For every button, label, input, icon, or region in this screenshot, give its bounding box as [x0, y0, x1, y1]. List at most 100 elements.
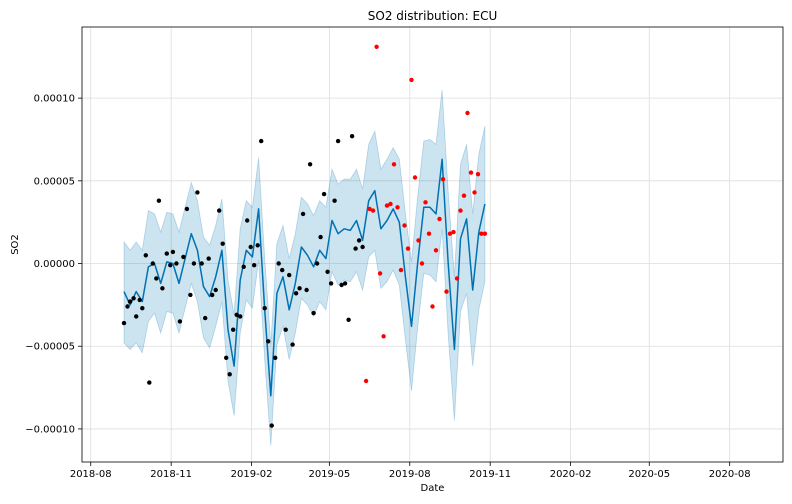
observed-point: [290, 342, 295, 347]
x-tick-label: 2018-08: [70, 469, 112, 480]
data-points: [121, 44, 488, 428]
observed-point: [168, 263, 173, 268]
forecast-line: [123, 158, 486, 397]
test-point: [451, 229, 456, 235]
observed-point: [184, 206, 190, 212]
test-point: [398, 267, 404, 273]
observed-point: [287, 272, 292, 278]
test-point: [370, 208, 376, 213]
observed-point: [262, 306, 267, 311]
y-tick-label: −0.00005: [25, 342, 75, 353]
test-point: [374, 44, 379, 49]
test-point: [395, 205, 400, 210]
observed-point: [174, 261, 179, 266]
test-point: [454, 276, 460, 281]
test-point: [472, 190, 477, 195]
x-tick-label: 2019-08: [389, 469, 431, 480]
observed-point: [164, 251, 169, 256]
test-point: [419, 261, 425, 266]
observed-point: [137, 297, 142, 303]
observed-point: [328, 281, 334, 286]
observed-point: [131, 296, 136, 301]
test-point: [447, 231, 453, 236]
observed-point: [276, 261, 281, 266]
test-point: [405, 246, 411, 251]
x-tick-label: 2019-05: [308, 469, 350, 480]
x-axis-title: Date: [421, 483, 445, 494]
observed-point: [188, 292, 193, 298]
test-point: [433, 248, 439, 253]
observed-point: [206, 256, 211, 261]
observed-point: [234, 312, 239, 317]
observed-point: [255, 243, 260, 248]
test-point: [402, 223, 407, 228]
observed-point: [125, 304, 130, 309]
x-tick-label: 2019-11: [469, 469, 511, 480]
observed-point: [339, 282, 344, 288]
observed-point: [321, 191, 327, 197]
observed-point: [273, 355, 278, 360]
observed-point: [307, 162, 313, 167]
x-tick-label: 2019-02: [231, 469, 273, 480]
uncertainty-band: [123, 89, 486, 446]
observed-point: [241, 264, 246, 269]
observed-point: [248, 244, 253, 250]
test-point: [381, 334, 386, 339]
test-point: [388, 201, 393, 207]
x-tick-label: 2018-11: [150, 469, 192, 480]
plot-frame: [81, 26, 784, 463]
observed-point: [314, 261, 320, 266]
test-point: [367, 206, 372, 212]
observed-point: [227, 372, 232, 377]
observed-point: [203, 315, 208, 321]
test-point: [426, 231, 432, 236]
test-point: [482, 231, 488, 236]
y-tick-label: 0.00005: [34, 176, 75, 187]
observed-point: [210, 292, 215, 298]
x-tick-label: 2020-08: [709, 469, 751, 480]
test-point: [409, 77, 414, 83]
observed-point: [143, 253, 148, 258]
y-tick-label: 0.00000: [34, 259, 75, 270]
y-axis-title: SO2: [10, 234, 21, 255]
grid: [82, 27, 783, 462]
observed-point: [360, 244, 365, 250]
observed-point: [191, 261, 197, 266]
y-tick-label: −0.00010: [25, 424, 75, 435]
observed-point: [195, 190, 200, 195]
observed-point: [269, 423, 274, 428]
uncertainty-interval: [123, 89, 486, 446]
test-point: [412, 175, 418, 180]
test-point: [461, 193, 467, 198]
test-point: [423, 200, 428, 205]
observed-point: [325, 269, 330, 274]
observed-point: [356, 238, 362, 243]
observed-point: [127, 299, 133, 304]
observed-point: [252, 263, 257, 268]
observed-point: [220, 241, 225, 246]
observed-point: [121, 320, 127, 326]
observed-point: [224, 355, 229, 360]
observed-point: [213, 287, 218, 293]
observed-point: [134, 314, 139, 319]
observed-point: [311, 310, 316, 316]
observed-point: [150, 261, 155, 266]
test-point: [440, 177, 446, 182]
test-point: [437, 216, 442, 222]
test-point: [458, 208, 463, 213]
observed-point: [217, 208, 222, 213]
test-point: [384, 203, 390, 208]
observed-point: [297, 286, 302, 291]
observed-point: [156, 198, 162, 203]
observed-point: [266, 339, 271, 344]
observed-point: [318, 234, 323, 240]
observed-point: [199, 261, 204, 266]
observed-point: [245, 218, 250, 223]
test-point: [479, 231, 484, 236]
observed-point: [353, 246, 358, 251]
observed-point: [231, 327, 236, 332]
observed-point: [293, 291, 299, 296]
observed-point: [181, 254, 186, 260]
observed-point: [238, 314, 243, 319]
